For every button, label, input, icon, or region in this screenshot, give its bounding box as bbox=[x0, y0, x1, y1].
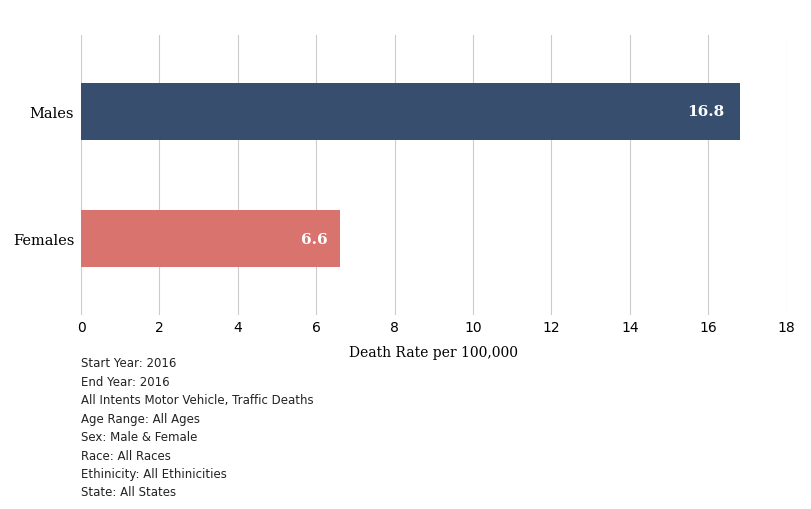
Bar bbox=[81, 83, 740, 140]
Text: Start Year: 2016
End Year: 2016
All Intents Motor Vehicle, Traffic Deaths
Age Ra: Start Year: 2016 End Year: 2016 All Inte… bbox=[81, 356, 314, 498]
Text: 16.8: 16.8 bbox=[687, 105, 724, 119]
Text: 6.6: 6.6 bbox=[302, 232, 328, 246]
X-axis label: Death Rate per 100,000: Death Rate per 100,000 bbox=[350, 346, 518, 359]
Bar bbox=[81, 211, 340, 268]
